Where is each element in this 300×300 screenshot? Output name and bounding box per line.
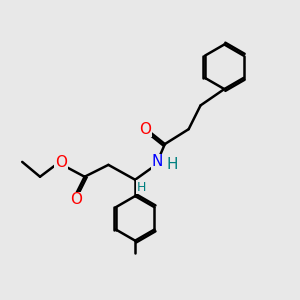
Text: O: O xyxy=(140,122,152,137)
Text: H: H xyxy=(167,158,178,172)
Text: O: O xyxy=(70,192,82,207)
Text: O: O xyxy=(55,155,67,170)
Text: H: H xyxy=(137,181,146,194)
Text: N: N xyxy=(152,154,163,169)
